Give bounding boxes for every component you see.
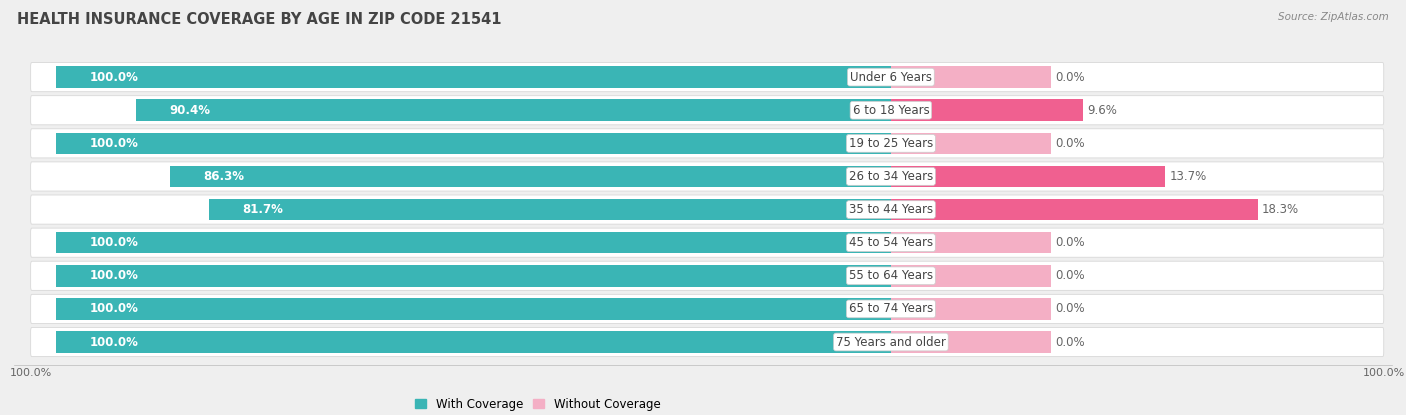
FancyBboxPatch shape xyxy=(31,294,1384,323)
Text: 0.0%: 0.0% xyxy=(1056,335,1085,349)
Bar xyxy=(891,199,1257,220)
Text: 100.0%: 100.0% xyxy=(89,335,138,349)
Text: 90.4%: 90.4% xyxy=(169,104,211,117)
Bar xyxy=(170,166,891,187)
Text: 100.0%: 100.0% xyxy=(89,269,138,282)
Text: 100.0%: 100.0% xyxy=(89,71,138,84)
Text: 100.0%: 100.0% xyxy=(89,137,138,150)
Text: 75 Years and older: 75 Years and older xyxy=(837,335,946,349)
FancyBboxPatch shape xyxy=(31,129,1384,158)
Text: 55 to 64 Years: 55 to 64 Years xyxy=(849,269,934,282)
Bar xyxy=(56,298,891,320)
Bar xyxy=(891,166,1166,187)
Bar xyxy=(208,199,891,220)
Text: Under 6 Years: Under 6 Years xyxy=(849,71,932,84)
Text: 100.0%: 100.0% xyxy=(89,236,138,249)
Bar xyxy=(891,100,1083,121)
Text: 0.0%: 0.0% xyxy=(1056,236,1085,249)
Text: HEALTH INSURANCE COVERAGE BY AGE IN ZIP CODE 21541: HEALTH INSURANCE COVERAGE BY AGE IN ZIP … xyxy=(17,12,502,27)
Text: 86.3%: 86.3% xyxy=(204,170,245,183)
Text: 19 to 25 Years: 19 to 25 Years xyxy=(849,137,934,150)
FancyBboxPatch shape xyxy=(31,162,1384,191)
Bar xyxy=(891,331,1052,353)
Bar xyxy=(891,66,1052,88)
Text: Source: ZipAtlas.com: Source: ZipAtlas.com xyxy=(1278,12,1389,22)
Bar xyxy=(891,132,1052,154)
Text: 100.0%: 100.0% xyxy=(89,303,138,315)
Text: 45 to 54 Years: 45 to 54 Years xyxy=(849,236,934,249)
Text: 0.0%: 0.0% xyxy=(1056,71,1085,84)
FancyBboxPatch shape xyxy=(31,327,1384,356)
Text: 13.7%: 13.7% xyxy=(1170,170,1206,183)
FancyBboxPatch shape xyxy=(31,63,1384,92)
Bar xyxy=(56,132,891,154)
FancyBboxPatch shape xyxy=(31,195,1384,224)
Text: 9.6%: 9.6% xyxy=(1087,104,1118,117)
Bar xyxy=(136,100,891,121)
Text: 18.3%: 18.3% xyxy=(1261,203,1299,216)
Bar xyxy=(891,232,1052,254)
Bar xyxy=(56,232,891,254)
Text: 65 to 74 Years: 65 to 74 Years xyxy=(849,303,934,315)
Text: 26 to 34 Years: 26 to 34 Years xyxy=(849,170,934,183)
Bar xyxy=(891,298,1052,320)
FancyBboxPatch shape xyxy=(31,96,1384,125)
FancyBboxPatch shape xyxy=(31,261,1384,290)
Bar xyxy=(56,265,891,287)
Text: 0.0%: 0.0% xyxy=(1056,303,1085,315)
Text: 0.0%: 0.0% xyxy=(1056,269,1085,282)
Bar xyxy=(56,331,891,353)
Legend: With Coverage, Without Coverage: With Coverage, Without Coverage xyxy=(411,393,665,415)
Text: 81.7%: 81.7% xyxy=(242,203,283,216)
Text: 35 to 44 Years: 35 to 44 Years xyxy=(849,203,934,216)
Bar xyxy=(891,265,1052,287)
Text: 6 to 18 Years: 6 to 18 Years xyxy=(852,104,929,117)
FancyBboxPatch shape xyxy=(31,228,1384,257)
Text: 0.0%: 0.0% xyxy=(1056,137,1085,150)
Bar xyxy=(56,66,891,88)
